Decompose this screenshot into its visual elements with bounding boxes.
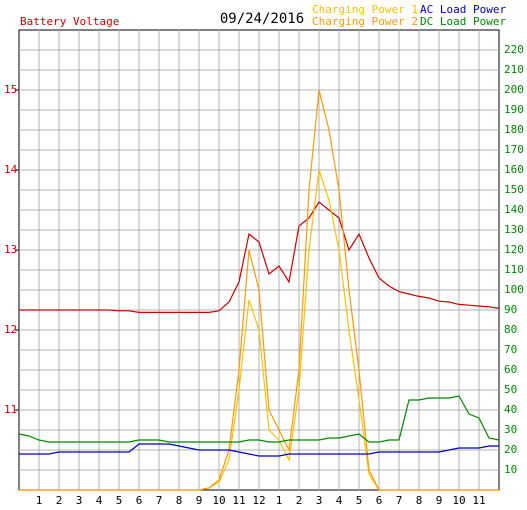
x-tick-label: 3 <box>76 494 83 507</box>
legend-entry: DC Load Power <box>420 15 506 28</box>
x-tick-label: 9 <box>196 494 203 507</box>
x-tick-label: 6 <box>136 494 143 507</box>
x-tick-label: 1 <box>36 494 43 507</box>
x-tick-label: 6 <box>376 494 383 507</box>
y2-tick-label: 70 <box>504 343 517 356</box>
y2-tick-label: 160 <box>504 163 524 176</box>
legend-entry: Charging Power 2 <box>312 15 418 28</box>
y2-tick-label: 50 <box>504 383 517 396</box>
x-tick-label: 5 <box>116 494 123 507</box>
x-tick-label: 9 <box>436 494 443 507</box>
y2-tick-label: 210 <box>504 63 524 76</box>
y2-tick-label: 110 <box>504 263 524 276</box>
y2-tick-label: 190 <box>504 103 524 116</box>
y2-tick-label: 180 <box>504 123 524 136</box>
y-tick-label: 14 <box>4 163 18 176</box>
y-tick-label: 13 <box>4 243 17 256</box>
y2-tick-label: 20 <box>504 443 517 456</box>
x-tick-label: 10 <box>212 494 225 507</box>
y2-tick-label: 40 <box>504 403 517 416</box>
y2-tick-label: 130 <box>504 223 524 236</box>
series-line <box>19 201 500 313</box>
x-tick-label: 5 <box>356 494 363 507</box>
y2-tick-label: 150 <box>504 183 524 196</box>
y2-tick-label: 30 <box>504 423 517 436</box>
y2-tick-label: 60 <box>504 363 517 376</box>
series-line <box>19 89 499 491</box>
x-tick-label: 7 <box>396 494 403 507</box>
y2-tick-label: 200 <box>504 83 524 96</box>
y-tick-label: 11 <box>4 403 17 416</box>
y-tick-label: 15 <box>4 83 17 96</box>
series-line <box>19 443 499 457</box>
y2-tick-label: 10 <box>504 463 517 476</box>
x-tick-label: 2 <box>296 494 303 507</box>
y2-tick-label: 170 <box>504 143 524 156</box>
series-line <box>18 395 500 443</box>
x-tick-label: 11 <box>232 494 245 507</box>
x-tick-label: 7 <box>156 494 163 507</box>
legend-entry: Battery Voltage <box>20 15 119 28</box>
y2-tick-label: 100 <box>504 283 524 296</box>
y2-tick-label: 90 <box>504 303 517 316</box>
y2-tick-label: 120 <box>504 243 524 256</box>
x-tick-label: 2 <box>56 494 63 507</box>
y2-tick-label: 140 <box>504 203 524 216</box>
x-tick-label: 8 <box>176 494 183 507</box>
y-tick-label: 12 <box>4 323 17 336</box>
x-tick-label: 3 <box>316 494 323 507</box>
x-tick-label: 1 <box>276 494 283 507</box>
y2-tick-label: 80 <box>504 323 517 336</box>
chart-title: 09/24/2016 <box>220 11 304 27</box>
x-tick-label: 8 <box>416 494 423 507</box>
legend-entry: AC Load Power <box>420 3 506 16</box>
x-tick-label: 4 <box>96 494 103 507</box>
x-tick-label: 11 <box>472 494 485 507</box>
legend-entry: Charging Power 1 <box>312 3 418 16</box>
y2-tick-label: 220 <box>504 43 524 56</box>
x-tick-label: 4 <box>336 494 343 507</box>
x-tick-label: 10 <box>452 494 465 507</box>
x-tick-label: 12 <box>252 494 265 507</box>
